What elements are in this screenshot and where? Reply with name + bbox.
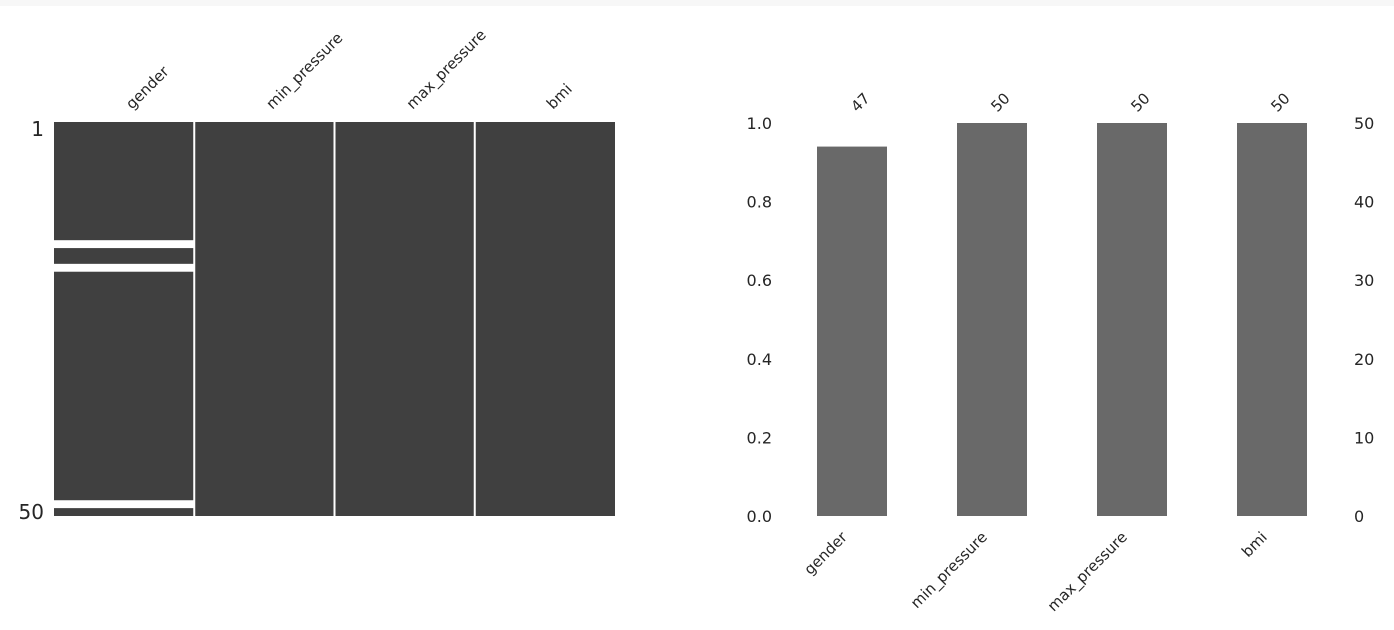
bar-gender bbox=[817, 146, 887, 516]
matrix-missing-cell-gender-19 bbox=[54, 263, 195, 272]
left-tick-label: 0.2 bbox=[747, 428, 772, 447]
bar-count-label: 50 bbox=[1267, 89, 1293, 115]
bar-category-label: gender bbox=[800, 528, 851, 579]
left-tick-label: 0.0 bbox=[747, 507, 772, 526]
missing-count-bar-chart: 47 gender 50 min_pressure 50 max_pressure 50 bm… bbox=[747, 89, 1375, 615]
right-tick-label: 50 bbox=[1354, 114, 1374, 133]
bar-category-label: max_pressure bbox=[1044, 528, 1132, 616]
matrix-column-label: gender bbox=[122, 62, 173, 113]
matrix-column-bmi bbox=[474, 122, 615, 516]
right-tick-label: 10 bbox=[1354, 428, 1374, 447]
bar-bmi bbox=[1237, 123, 1307, 516]
right-tick-label: 30 bbox=[1354, 271, 1374, 290]
matrix-column-min_pressure bbox=[194, 122, 335, 516]
matrix-column-label: max_pressure bbox=[403, 26, 491, 114]
left-tick-label: 0.6 bbox=[747, 271, 772, 290]
matrix-missing-cell-gender-16 bbox=[54, 240, 195, 249]
right-tick-label: 20 bbox=[1354, 350, 1374, 369]
bar-min_pressure bbox=[957, 123, 1027, 516]
left-tick-label: 0.8 bbox=[747, 193, 772, 212]
matrix-row-label-last: 50 bbox=[19, 500, 44, 524]
matrix-column-label: min_pressure bbox=[262, 29, 347, 114]
bar-count-label: 47 bbox=[847, 89, 873, 115]
matrix-row-label-first: 1 bbox=[31, 117, 44, 141]
right-tick-label: 0 bbox=[1354, 507, 1364, 526]
top-strip bbox=[0, 0, 1394, 6]
bar-max_pressure bbox=[1097, 123, 1167, 516]
bar-category-label: min_pressure bbox=[907, 528, 992, 613]
matrix-column-label: bmi bbox=[543, 80, 576, 113]
matrix-missing-cell-gender-49 bbox=[54, 500, 195, 509]
matrix-column-gender bbox=[54, 122, 195, 516]
right-tick-label: 40 bbox=[1354, 193, 1374, 212]
matrix-column-max_pressure bbox=[334, 122, 475, 516]
left-tick-label: 1.0 bbox=[747, 114, 772, 133]
bar-count-label: 50 bbox=[1127, 89, 1153, 115]
bar-count-label: 50 bbox=[987, 89, 1013, 115]
bar-category-label: bmi bbox=[1238, 528, 1271, 561]
left-tick-label: 0.4 bbox=[747, 350, 772, 369]
